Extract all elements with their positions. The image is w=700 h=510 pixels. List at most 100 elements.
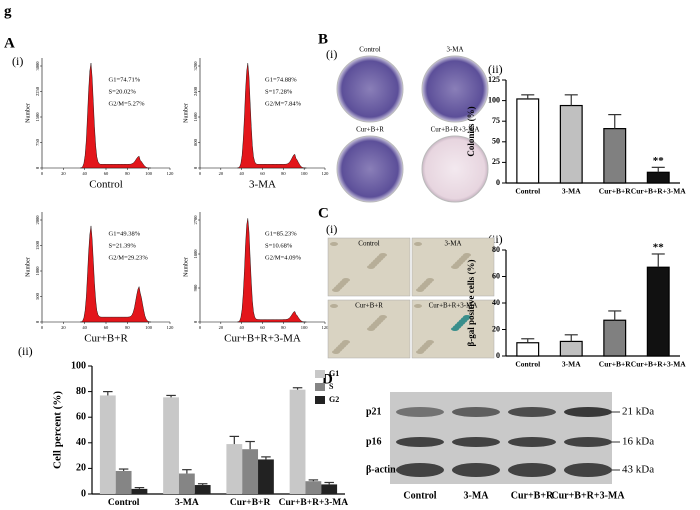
y-tick-label: 60: [76, 411, 86, 422]
x-tick-label: 0: [41, 171, 44, 176]
band: [508, 437, 556, 447]
sub-label: (i): [326, 222, 337, 236]
x-tick-label: Cur+B+R+3-MA: [279, 498, 349, 508]
band: [564, 437, 612, 447]
y-tick-label: 60: [492, 271, 500, 280]
x-tick-label: 80: [125, 171, 130, 176]
cell: [342, 278, 350, 282]
x-tick-label: Cur+B+R: [599, 360, 631, 369]
bar: [559, 340, 583, 357]
bar: [305, 481, 322, 494]
y-tick-label: 0: [496, 351, 500, 360]
y-tick-label: 50: [492, 137, 500, 146]
y-tick-label: 0: [193, 166, 198, 169]
x-tick-label: Cur+B+R: [230, 498, 271, 508]
y-tick-label: 20: [492, 324, 500, 333]
dish-image: [421, 55, 489, 123]
dish-image: [421, 135, 489, 203]
image-label: Cur+B+R+3-MA: [431, 126, 480, 134]
dish-image: [336, 55, 404, 123]
y-tick-label: 900: [193, 284, 198, 292]
annotation: **: [653, 155, 665, 167]
y-tick-label: 1600: [193, 112, 198, 122]
stat-label: G1=85.23%: [265, 230, 297, 237]
y-tick-label: 1800: [193, 249, 198, 259]
y-tick-label: 750: [35, 138, 40, 146]
cell: [426, 340, 434, 344]
panel-letter: D: [322, 371, 333, 387]
y-tick-label: 800: [193, 138, 198, 146]
cell: [330, 242, 338, 246]
panel-letter: A: [4, 35, 15, 51]
bar: [115, 470, 132, 494]
x-tick-label: 40: [82, 171, 87, 176]
lane-label: Cur+B+R: [511, 490, 554, 501]
bar: [242, 449, 259, 494]
x-tick-label: Control: [515, 360, 540, 369]
plot-caption: Cur+B+R: [84, 333, 128, 345]
y-tick-label: 80: [492, 245, 500, 254]
x-tick-label: 20: [219, 171, 224, 176]
y-axis-label: Colonies (%): [466, 106, 476, 156]
stat-label: G1=49.38%: [109, 230, 141, 237]
sub-label: (ii): [488, 62, 503, 76]
stat-label: S=17.28%: [265, 88, 293, 95]
y-tick-label: 1500: [35, 240, 40, 250]
y-tick-label: 40: [76, 437, 86, 448]
x-tick-label: 120: [167, 171, 175, 176]
bar: [194, 485, 211, 494]
bar: [178, 473, 195, 494]
image-label: Cur+B+R+3-MA: [429, 302, 478, 310]
x-tick-label: 40: [239, 171, 244, 176]
stat-label: G1=74.88%: [265, 76, 297, 83]
x-tick-label: Cur+B+R+3-MA: [631, 360, 686, 369]
figure-letter: g: [4, 3, 12, 19]
plot-caption: Cur+B+R+3-MA: [224, 333, 301, 345]
stat-label: S=20.02%: [109, 88, 137, 95]
x-tick-label: 3-MA: [562, 187, 581, 196]
x-tick-label: 100: [145, 325, 153, 330]
band: [452, 437, 500, 447]
image-label: Cur+B+R: [355, 302, 383, 310]
sub-label: (i): [12, 54, 23, 68]
x-tick-label: 80: [281, 171, 286, 176]
x-tick-label: 100: [145, 171, 153, 176]
x-tick-label: Cur+B+R: [599, 187, 631, 196]
x-tick-label: 60: [260, 325, 265, 330]
stat-label: S=21.39%: [109, 242, 137, 249]
bar: [516, 98, 540, 184]
y-axis-label: β-gal positive cells (%): [466, 260, 476, 347]
y-tick-label: 40: [492, 298, 500, 307]
x-tick-label: 3-MA: [562, 360, 581, 369]
x-tick-label: Control: [515, 187, 540, 196]
cell: [342, 340, 350, 344]
bar: [603, 128, 627, 184]
legend-swatch: [315, 370, 325, 378]
y-tick-label: 25: [492, 157, 500, 166]
legend-swatch: [315, 396, 325, 404]
image-label: Cur+B+R: [356, 126, 384, 134]
histogram: [237, 62, 307, 169]
band: [396, 463, 444, 477]
x-tick-label: 100: [301, 171, 309, 176]
band: [508, 407, 556, 417]
y-tick-label: 0: [35, 166, 40, 169]
y-tick-label: 3200: [193, 61, 198, 71]
y-tick-label: 2000: [35, 215, 40, 225]
protein-label: p21: [366, 406, 382, 417]
x-tick-label: 120: [167, 325, 175, 330]
y-tick-label: 1000: [35, 266, 40, 276]
band: [508, 463, 556, 477]
sub-label: (i): [326, 47, 337, 61]
bar: [321, 484, 338, 494]
band: [452, 463, 500, 477]
y-tick-label: 75: [492, 116, 500, 125]
x-tick-label: 0: [41, 325, 44, 330]
histogram: [237, 218, 307, 323]
plot-caption: 3-MA: [249, 179, 276, 191]
y-tick-label: 2400: [193, 86, 198, 96]
size-label: 43 kDa: [622, 464, 654, 476]
bar: [646, 171, 670, 184]
stat-label: G2/M=5.27%: [109, 100, 146, 107]
stat-label: S=10.68%: [265, 242, 293, 249]
